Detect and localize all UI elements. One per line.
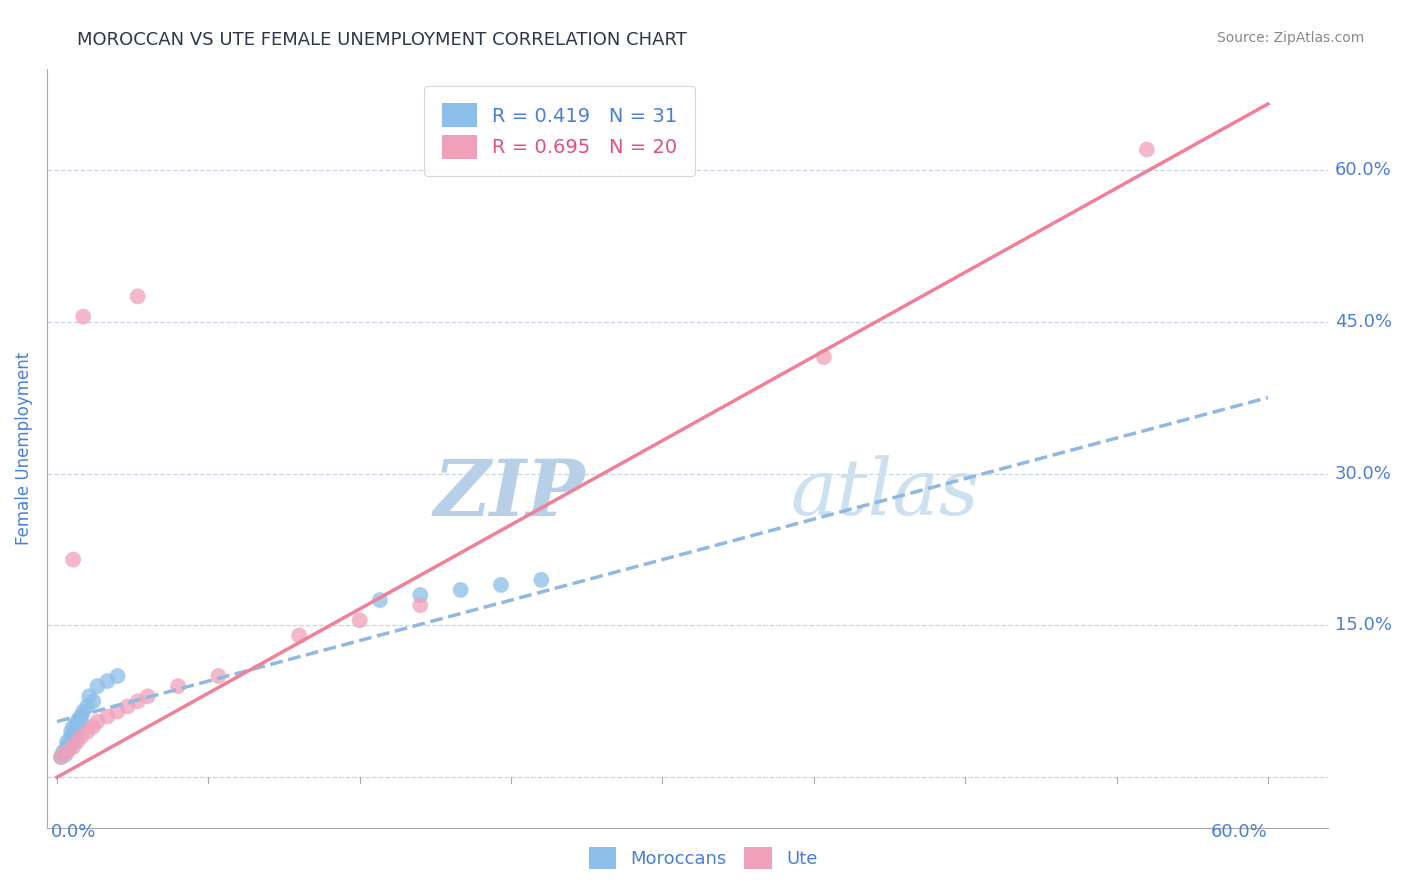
Point xyxy=(96,674,118,689)
Point xyxy=(1136,143,1159,157)
Text: 0.0%: 0.0% xyxy=(51,822,96,841)
Point xyxy=(53,747,76,762)
Point xyxy=(66,714,89,729)
Point xyxy=(72,705,94,719)
Y-axis label: Female Unemployment: Female Unemployment xyxy=(15,351,32,545)
Text: 60.0%: 60.0% xyxy=(1211,822,1268,841)
Point xyxy=(62,735,84,749)
Point xyxy=(96,709,118,723)
Text: ZIP: ZIP xyxy=(433,456,585,532)
Point xyxy=(70,714,93,729)
Point xyxy=(58,742,80,756)
Point xyxy=(82,694,104,708)
Text: MOROCCAN VS UTE FEMALE UNEMPLOYMENT CORRELATION CHART: MOROCCAN VS UTE FEMALE UNEMPLOYMENT CORR… xyxy=(77,31,688,49)
Text: 45.0%: 45.0% xyxy=(1334,313,1392,331)
Point xyxy=(76,724,98,739)
Point xyxy=(63,731,86,746)
Point xyxy=(52,745,75,759)
Point xyxy=(70,709,93,723)
Legend: Moroccans, Ute: Moroccans, Ute xyxy=(579,838,827,879)
Point xyxy=(66,735,89,749)
Point xyxy=(136,690,159,704)
Point xyxy=(49,750,72,764)
Point xyxy=(66,717,89,731)
Point xyxy=(127,694,149,708)
Point xyxy=(450,582,472,597)
Point xyxy=(167,679,190,693)
Point xyxy=(107,705,129,719)
Point xyxy=(62,720,84,734)
Point xyxy=(288,628,311,642)
Point xyxy=(72,310,94,324)
Point xyxy=(409,598,432,612)
Text: 15.0%: 15.0% xyxy=(1334,616,1392,634)
Point xyxy=(82,720,104,734)
Point xyxy=(49,750,72,764)
Point xyxy=(107,669,129,683)
Text: 60.0%: 60.0% xyxy=(1334,161,1392,178)
Point xyxy=(489,578,512,592)
Point xyxy=(530,573,553,587)
Point xyxy=(813,350,835,364)
Point xyxy=(62,739,84,754)
Point xyxy=(86,714,108,729)
Text: 30.0%: 30.0% xyxy=(1334,465,1392,483)
Point xyxy=(76,699,98,714)
Point xyxy=(63,728,86,742)
Point xyxy=(56,735,79,749)
Point xyxy=(62,552,84,566)
Point xyxy=(60,730,83,744)
Point xyxy=(409,588,432,602)
Point xyxy=(349,613,371,627)
Point xyxy=(117,699,139,714)
Point xyxy=(77,690,100,704)
Point xyxy=(127,289,149,303)
Point xyxy=(70,730,93,744)
Point xyxy=(207,669,229,683)
Point xyxy=(67,712,90,726)
Text: atlas: atlas xyxy=(790,456,979,532)
Text: Source: ZipAtlas.com: Source: ZipAtlas.com xyxy=(1216,31,1364,45)
Point xyxy=(58,738,80,752)
Point xyxy=(86,679,108,693)
Point xyxy=(56,739,79,754)
Legend: R = 0.419   N = 31, R = 0.695   N = 20: R = 0.419 N = 31, R = 0.695 N = 20 xyxy=(425,86,695,176)
Point xyxy=(368,593,391,607)
Point xyxy=(56,745,79,759)
Point xyxy=(66,722,89,736)
Point xyxy=(60,724,83,739)
